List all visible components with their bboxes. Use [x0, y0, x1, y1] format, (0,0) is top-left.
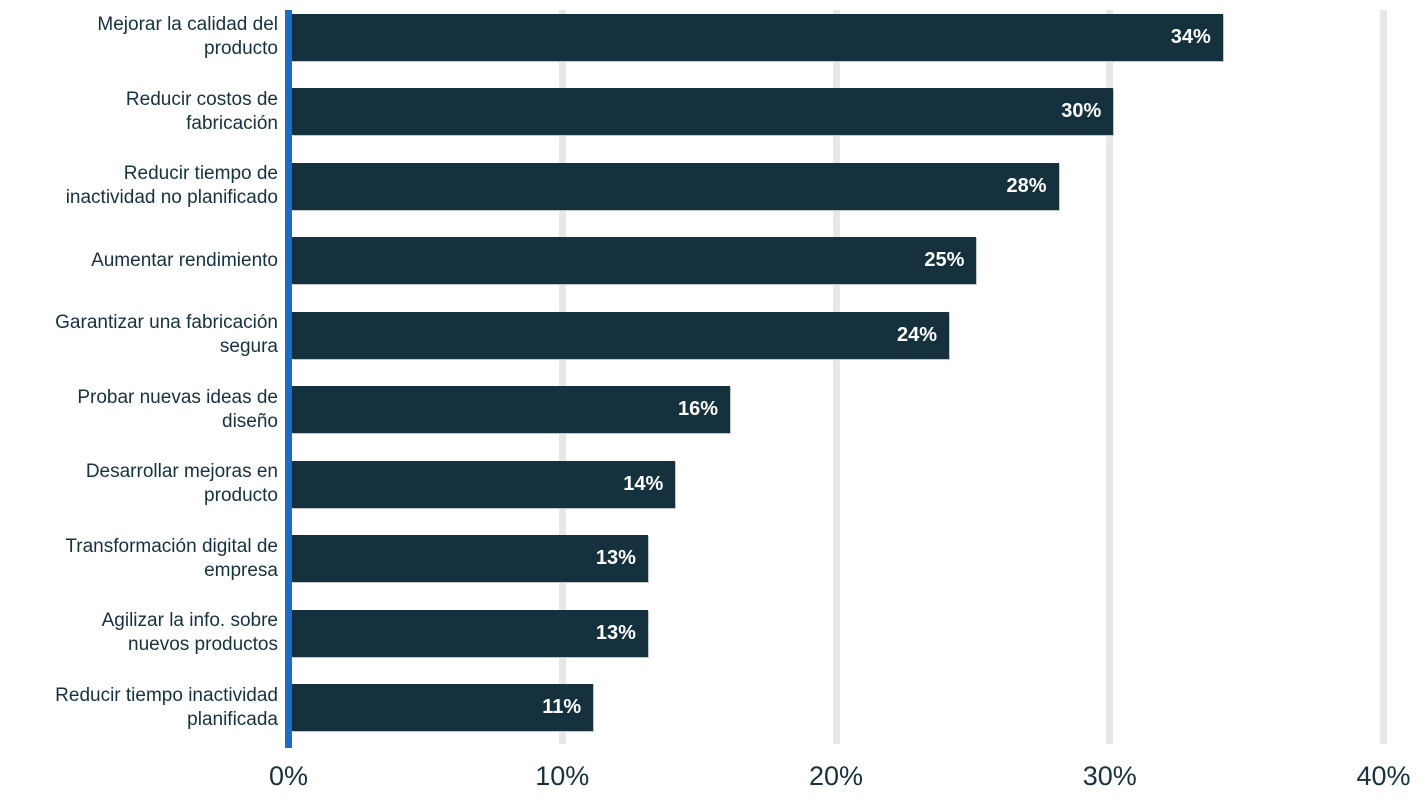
- category-label: Probar nuevas ideas de diseño: [77, 386, 278, 432]
- bar: 16%: [292, 386, 730, 433]
- gridline: [1106, 10, 1114, 744]
- gridline: [832, 10, 840, 744]
- bar: 11%: [292, 684, 594, 731]
- category-label: Garantizar una fabricación segura: [55, 312, 278, 357]
- bar: 13%: [292, 609, 648, 657]
- category-label: Aumentar rendimiento: [91, 249, 278, 271]
- bar-value-label: 14%: [623, 472, 664, 495]
- bar-value-label: 24%: [896, 323, 937, 346]
- gridline: [1380, 10, 1387, 744]
- x-axis-tick-label: 40%: [1356, 761, 1411, 791]
- category-label: Transformación digital de empresa: [65, 535, 278, 581]
- gridline: [558, 10, 566, 744]
- bar-value-label: 28%: [1006, 174, 1047, 197]
- bar: 30%: [292, 88, 1114, 135]
- bar-value-label: 11%: [542, 696, 582, 718]
- bar-value-label: 34%: [1170, 25, 1211, 48]
- category-label: Agilizar la info. sobre nuevos productos: [101, 610, 278, 655]
- bar: 28%: [292, 162, 1059, 210]
- category-label: Mejorar la calidad del producto: [97, 14, 278, 59]
- bar: 25%: [292, 237, 977, 284]
- bar: 14%: [292, 460, 676, 508]
- bar-value-label: 25%: [924, 249, 965, 271]
- category-label: Desarrollar mejoras en producto: [85, 461, 278, 506]
- bar: 13%: [292, 535, 648, 582]
- x-axis-tick-label: 30%: [1082, 761, 1137, 791]
- bar: 24%: [292, 311, 949, 359]
- category-label: Reducir costos de fabricación: [125, 88, 278, 134]
- y-axis-line: [285, 10, 292, 748]
- bar-value-label: 16%: [677, 398, 718, 420]
- bar: 34%: [292, 13, 1223, 61]
- bar-value-label: 13%: [595, 547, 636, 569]
- x-axis-tick-label: 0%: [268, 761, 309, 791]
- category-label: Reducir tiempo inactividad planificada: [55, 684, 278, 730]
- x-axis-tick-label: 10%: [535, 761, 590, 791]
- bar-value-label: 13%: [595, 621, 636, 644]
- bar-value-label: 30%: [1061, 100, 1102, 122]
- x-axis-tick-label: 20%: [808, 761, 864, 791]
- category-label: Reducir tiempo de inactividad no planifi…: [65, 163, 278, 208]
